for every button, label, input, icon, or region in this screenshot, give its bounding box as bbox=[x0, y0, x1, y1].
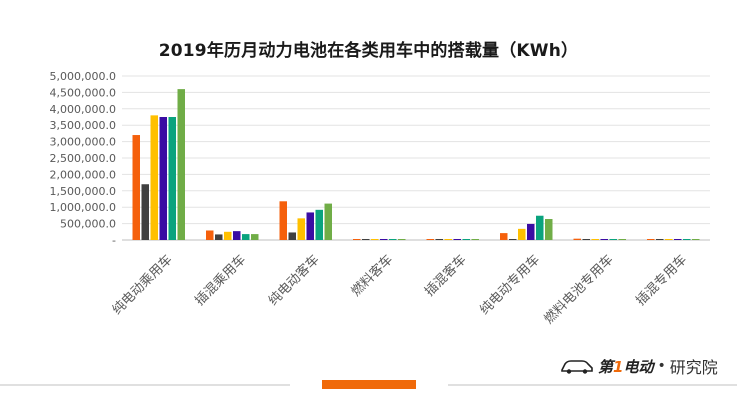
bar bbox=[380, 239, 388, 240]
bar bbox=[536, 215, 544, 240]
bar bbox=[435, 239, 443, 240]
y-tick-label: 4,000,000.0 bbox=[50, 103, 116, 116]
bar bbox=[591, 239, 599, 240]
footer-divider-left bbox=[0, 384, 290, 386]
y-tick-label: 2,500,000.0 bbox=[50, 152, 116, 165]
y-tick-label: - bbox=[112, 234, 116, 247]
x-category-label: 纯电动乘用车 bbox=[109, 252, 175, 318]
bar bbox=[444, 239, 452, 240]
bar bbox=[527, 223, 535, 240]
bar bbox=[609, 239, 617, 240]
bar bbox=[462, 239, 470, 240]
bar bbox=[692, 239, 700, 240]
bar bbox=[233, 231, 241, 240]
x-category-label: 燃料电池专用车 bbox=[541, 252, 617, 328]
bar bbox=[509, 239, 517, 240]
bar bbox=[362, 239, 370, 240]
bar bbox=[647, 239, 655, 240]
bar bbox=[224, 231, 232, 240]
bar bbox=[132, 135, 140, 240]
bar bbox=[371, 239, 379, 240]
bar bbox=[177, 89, 185, 241]
brand-name-part1: 第 bbox=[598, 357, 614, 376]
bar bbox=[398, 239, 406, 240]
x-category-label: 纯电动客车 bbox=[265, 252, 322, 309]
bar bbox=[279, 201, 287, 240]
footer-divider-right bbox=[448, 384, 737, 386]
x-category-label: 插混乘用车 bbox=[192, 252, 249, 309]
bar bbox=[471, 239, 479, 240]
bar bbox=[141, 184, 149, 240]
bar bbox=[297, 218, 305, 240]
y-tick-label: 3,500,000.0 bbox=[50, 119, 116, 132]
y-tick-label: 500,000.0 bbox=[60, 218, 116, 231]
footer-accent-bar bbox=[322, 380, 416, 389]
brand-name-one: 1 bbox=[613, 357, 624, 376]
y-tick-label: 4,500,000.0 bbox=[50, 86, 116, 99]
y-tick-label: 5,000,000.0 bbox=[50, 70, 116, 83]
car-logo-icon bbox=[561, 360, 593, 374]
bar bbox=[288, 232, 296, 240]
x-category-label: 纯电动专用车 bbox=[477, 252, 543, 318]
y-tick-label: 1,000,000.0 bbox=[50, 201, 116, 214]
bar bbox=[545, 219, 553, 240]
bar bbox=[665, 239, 673, 240]
x-category-label: 插混客车 bbox=[421, 252, 469, 300]
bar bbox=[306, 212, 314, 240]
bar bbox=[573, 238, 581, 240]
bar bbox=[324, 203, 332, 240]
bar bbox=[426, 239, 434, 240]
x-category-label: 插混专用车 bbox=[633, 252, 690, 309]
bar bbox=[251, 234, 259, 240]
x-category-label: 燃料客车 bbox=[348, 252, 396, 300]
brand-name: 第1电动 bbox=[598, 356, 653, 377]
bar bbox=[215, 234, 223, 240]
bar bbox=[353, 239, 361, 240]
bar bbox=[674, 239, 682, 240]
bar bbox=[618, 239, 626, 240]
bar bbox=[582, 239, 590, 240]
bar bbox=[242, 234, 250, 240]
chart-title: 2019年历月动力电池在各类用车中的搭载量（KWh） bbox=[158, 41, 579, 61]
bar bbox=[168, 117, 176, 240]
bar bbox=[600, 239, 608, 240]
y-tick-label: 1,500,000.0 bbox=[50, 185, 116, 198]
bar bbox=[683, 239, 691, 240]
y-tick-label: 2,000,000.0 bbox=[50, 168, 116, 181]
brand-logo: 第1电动 • 研究院 bbox=[560, 353, 718, 379]
brand-name-part3: 电动 bbox=[623, 357, 654, 376]
bar bbox=[518, 228, 526, 240]
brand-suffix: 研究院 bbox=[669, 358, 718, 377]
bar bbox=[453, 239, 461, 240]
bar bbox=[150, 115, 158, 240]
brand-separator: • bbox=[657, 358, 666, 374]
bar bbox=[315, 209, 323, 240]
y-tick-label: 3,000,000.0 bbox=[50, 136, 116, 149]
bar bbox=[206, 230, 214, 240]
bar bbox=[500, 233, 508, 240]
bar bbox=[159, 117, 167, 240]
bar bbox=[389, 239, 397, 240]
bar bbox=[656, 239, 664, 240]
